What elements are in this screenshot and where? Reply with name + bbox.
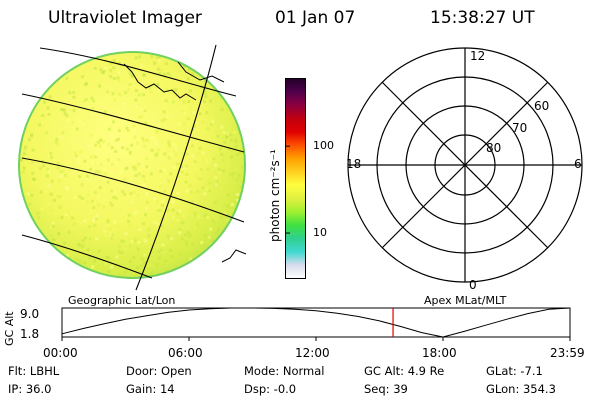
- info-filter: Flt: LBHL: [8, 364, 60, 378]
- lat-label-60: 60: [534, 99, 549, 113]
- date-label: 01 Jan 07: [275, 8, 356, 28]
- instrument-title: Ultraviolet Imager: [48, 8, 202, 28]
- mlt-label-18: 18: [346, 157, 361, 171]
- info-gain: Gain: 14: [126, 382, 175, 396]
- info-gc-alt: GC Alt: 4.9 Re: [364, 364, 445, 378]
- info-glat: GLat: -7.1: [486, 364, 543, 378]
- mlt-label-0: 0: [469, 278, 477, 292]
- color-bar-gradient: [285, 78, 306, 279]
- info-glon: GLon: 354.3: [486, 382, 556, 396]
- y-tick-9: 9.0: [20, 307, 39, 321]
- lat-label-70: 70: [512, 121, 527, 135]
- color-bar-tick-100: 100: [313, 139, 334, 153]
- altitude-curve: [61, 307, 571, 338]
- x-tick-1200: 12:00: [295, 346, 330, 360]
- x-tick-2359: 23:59: [550, 346, 585, 360]
- info-ip: IP: 36.0: [8, 382, 52, 396]
- y-axis-label: GC Alt: [3, 311, 16, 346]
- x-tick-0000: 00:00: [43, 346, 78, 360]
- info-door: Door: Open: [126, 364, 192, 378]
- color-bar-tick-10: 10: [313, 226, 327, 240]
- mlt-label-6: 6: [574, 157, 582, 171]
- right-frame-label: Apex MLat/MLT: [424, 294, 507, 307]
- lat-label-80: 80: [486, 141, 501, 155]
- x-tick-0600: 06:00: [168, 346, 203, 360]
- info-dsp: Dsp: -0.0: [244, 382, 297, 396]
- color-bar: [285, 78, 306, 279]
- y-tick-1.8: 1.8: [20, 327, 39, 341]
- lat-lon-grid: [21, 44, 245, 291]
- altitude-plot: 9.0 1.8 GC Alt: [3, 307, 571, 346]
- polar-plot: 12 18 6 0 60 70 80: [346, 47, 583, 292]
- left-frame-label: Geographic Lat/Lon: [68, 294, 176, 307]
- info-mode: Mode: Normal: [244, 364, 325, 378]
- info-seq: Seq: 39: [364, 382, 408, 396]
- mlt-label-12: 12: [470, 49, 485, 63]
- x-tick-1800: 18:00: [422, 346, 457, 360]
- color-bar-unit-label: photon cm⁻²s⁻¹: [268, 149, 282, 242]
- polar-diag-2: [381, 81, 549, 249]
- coastline: [123, 61, 247, 263]
- time-label: 15:38:27 UT: [430, 8, 535, 28]
